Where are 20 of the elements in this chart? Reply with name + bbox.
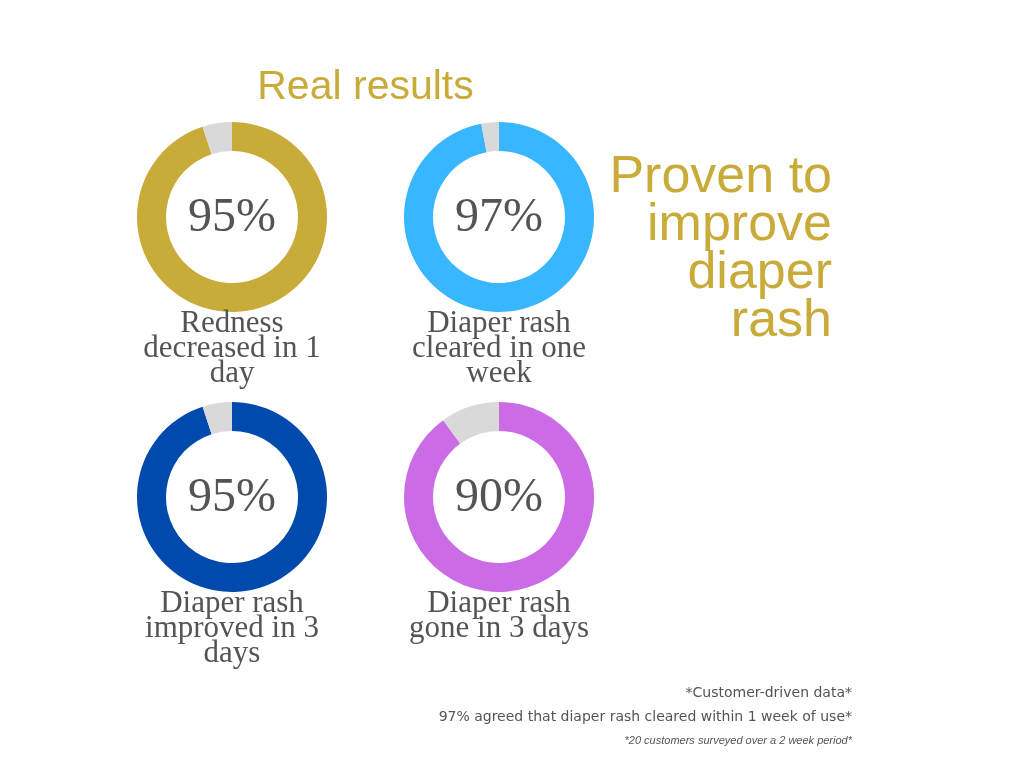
donut-slice: [481, 122, 499, 153]
donut-slice: [443, 402, 499, 444]
donut-slice: [202, 402, 232, 435]
data-label: 97%: [455, 188, 543, 241]
text: *Customer-driven data*: [685, 684, 852, 700]
text: *20 customers surveyed over a 2 week period*: [624, 734, 853, 746]
data-label: 90%: [455, 468, 543, 521]
donut-slice: [404, 402, 594, 592]
text: 97% agreed that diaper rash cleared within 1 week of use*: [438, 708, 852, 724]
text: Real results: [257, 62, 474, 108]
text: Diaper rash improved in 3 days: [145, 584, 319, 669]
text: Proven to improve diaper rash: [609, 145, 832, 347]
text: Diaper rash gone in 3 days: [409, 584, 589, 644]
donut-slice: [404, 122, 594, 312]
donut-slice: [202, 122, 232, 155]
data-label: 95%: [188, 188, 276, 241]
data-label: 95%: [188, 468, 276, 521]
text: Redness decreased in 1 day: [143, 304, 321, 389]
donut-slice: [137, 402, 327, 592]
text: Diaper rash cleared in one week: [412, 304, 586, 389]
